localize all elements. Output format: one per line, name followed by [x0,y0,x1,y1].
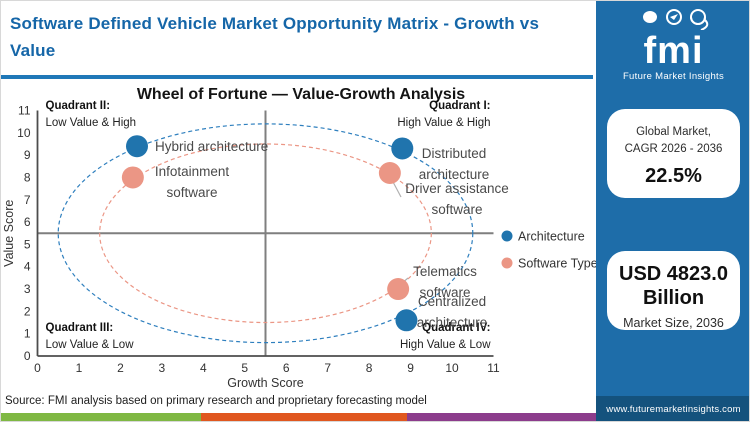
footer-bar-segment-green [1,413,202,421]
point-label-driver-assistance-software: Driver assistance [405,181,509,196]
fmi-logo: fmi Future Market Insights [596,8,749,83]
quadrant-label-quadrant-iv-: Quadrant IV: [422,322,490,334]
x-tick-label: 8 [366,361,373,375]
footer-bar-segment-orange [201,413,407,421]
quadrant-sublabel-quadrant-iii-: Low Value & Low [46,339,135,351]
quadrant-sublabel-quadrant-ii-: Low Value & High [46,117,137,129]
orbit-ellipse-software-type [99,143,432,324]
data-point-distributed-architecture [391,137,414,160]
data-point-hybrid-architecture [125,135,148,158]
website-link[interactable]: www.futuremarketinsights.com [596,396,749,421]
point-label-telematics-software: software [419,285,470,300]
y-tick-label: 4 [24,260,31,274]
point-label-centralized-architecture: architecture [417,315,488,330]
quadrant-label-quadrant-i-: Quadrant I: [429,100,490,112]
scatter-plot: Wheel of Fortune — Value-Growth Analysis… [2,86,596,390]
x-tick-label: 1 [76,361,83,375]
quadrant-label-quadrant-iii-: Quadrant III: [46,322,114,334]
y-tick-label: 6 [24,215,31,229]
x-tick-label: 4 [200,361,207,375]
y-tick-label: 3 [24,282,31,296]
legend-swatch-software-type [501,257,513,269]
market-size-value-line1: USD 4823.0 [619,263,728,285]
chart-title: Wheel of Fortune — Value-Growth Analysis [137,86,465,103]
fmi-logo-text: fmi [643,30,704,72]
x-tick-label: 6 [283,361,290,375]
y-tick-label: 9 [24,148,31,162]
cagr-card-line2: CAGR 2026 - 2036 [624,142,723,155]
cagr-card: Global Market, CAGR 2026 - 2036 22.5% [607,109,740,198]
data-point-driver-assistance-software [378,161,401,184]
cagr-card-line1: Global Market, [636,126,711,138]
y-tick-label: 10 [17,126,31,140]
x-tick-label: 3 [159,361,166,375]
y-tick-label: 1 [24,327,31,341]
point-label-infotainment-software: Infotainment [155,164,230,179]
x-tick-label: 9 [407,361,414,375]
legend-label-architecture: Architecture [518,230,585,244]
point-label-telematics-software: Telematics [413,264,477,279]
header-separator [1,75,593,79]
quadrant-label-quadrant-ii-: Quadrant II: [46,100,111,112]
orbit-ellipse-architecture [57,123,474,344]
quadrant-sublabel-quadrant-i-: High Value & High [397,117,490,129]
x-axis-title: Growth Score [227,376,303,390]
footer-color-bar [1,413,602,421]
quadrant-sublabel-quadrant-iv-: High Value & Low [400,339,491,351]
legend-swatch-architecture [501,230,513,242]
x-tick-label: 10 [445,361,459,375]
point-label-hybrid-architecture: Hybrid architecture [155,139,268,154]
point-label-centralized-architecture: Centralized [418,294,486,309]
legend-label-software-type: Software Type [518,257,596,271]
y-tick-label: 0 [24,349,31,363]
y-tick-label: 5 [24,237,31,251]
y-axis-title: Value Score [2,200,16,267]
cagr-value: 22.5% [645,165,702,188]
footer-bar-segment-purple [406,413,602,421]
x-tick-label: 7 [324,361,331,375]
market-size-caption: Market Size, 2036 [623,316,724,330]
point-label-distributed-architecture: architecture [419,167,490,182]
fmi-logo-icons [642,9,708,31]
y-tick-label: 8 [24,170,31,184]
market-size-value-line2: Billion [642,287,705,309]
point-label-distributed-architecture: Distributed [422,146,487,161]
source-note: Source: FMI analysis based on primary re… [5,395,427,407]
point-label-infotainment-software: software [166,185,217,200]
x-tick-label: 5 [241,361,248,375]
fmi-logo-subtext: Future Market Insights [622,71,725,83]
x-tick-label: 11 [487,361,500,375]
x-tick-label: 2 [117,361,124,375]
data-point-infotainment-software [121,166,144,189]
data-point-telematics-software [387,278,410,301]
data-point-centralized-architecture [395,309,418,332]
y-tick-label: 2 [24,304,31,318]
y-tick-label: 11 [18,104,31,118]
header: Software Defined Vehicle Market Opportun… [1,1,593,75]
page-title: Software Defined Vehicle Market Opportun… [10,14,540,61]
point-label-driver-assistance-software: software [431,202,482,217]
y-tick-label: 7 [24,193,31,207]
x-tick-label: 0 [34,361,41,375]
brand-panel: fmi Future Market Insights Global Market… [596,1,749,421]
market-size-card: USD 4823.0 Billion Market Size, 2036 [607,251,740,330]
